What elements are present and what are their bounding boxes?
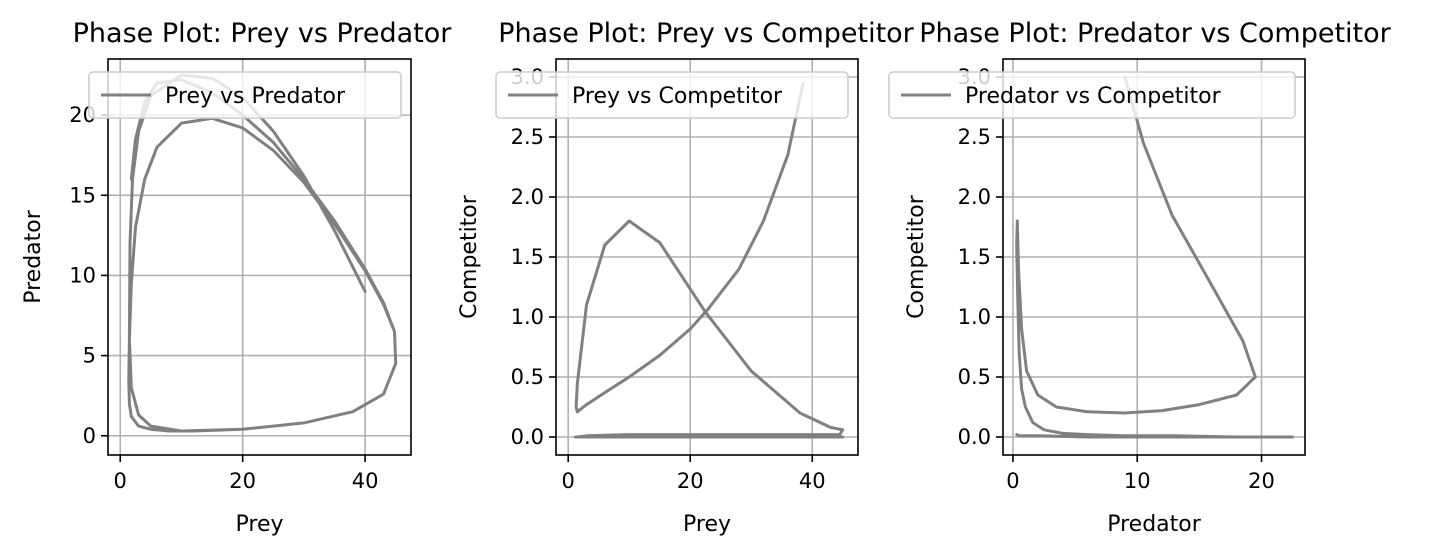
y-tick-label: 0.5 (511, 365, 544, 389)
axes-frame (107, 58, 412, 456)
y-tick-label: 1.0 (511, 305, 544, 329)
y-axis-label: Competitor (457, 194, 482, 319)
y-tick-label: 15 (69, 183, 96, 207)
x-tick-label: 20 (677, 469, 704, 493)
y-tick-label: 5 (83, 344, 96, 368)
y-tick-label: 0.0 (958, 425, 991, 449)
y-tick-label: 1.5 (511, 245, 544, 269)
legend-box (88, 71, 402, 119)
x-axis-label: Predator (1107, 512, 1202, 537)
subplot-prey-vs-competitor: 020400.00.51.01.52.02.53.0PreyCompetitor… (457, 18, 915, 537)
y-tick-label: 2.5 (958, 125, 991, 149)
series-line (127, 73, 398, 433)
x-tick-label: 0 (114, 469, 127, 493)
legend-box (495, 71, 849, 119)
y-axis-label: Predator (21, 209, 46, 304)
y-tick-label: 2.5 (511, 125, 544, 149)
x-tick-label: 40 (352, 469, 379, 493)
y-tick-label: 0.5 (958, 365, 991, 389)
x-tick-label: 10 (1124, 469, 1151, 493)
subplot-predator-vs-competitor: 010200.00.51.01.52.02.53.0PredatorCompet… (888, 18, 1392, 537)
x-tick-label: 0 (1006, 469, 1019, 493)
y-tick-label: 0.0 (511, 425, 544, 449)
legend-entry: Prey vs Competitor (572, 84, 783, 109)
y-tick-label: 0 (83, 424, 96, 448)
y-tick-label: 2.0 (511, 185, 544, 209)
x-axis-label: Prey (683, 512, 731, 537)
x-tick-label: 40 (799, 469, 826, 493)
x-tick-label: 20 (1248, 469, 1275, 493)
x-tick-label: 0 (562, 469, 575, 493)
x-tick-label: 20 (229, 469, 256, 493)
legend-entry: Prey vs Predator (165, 84, 346, 109)
y-tick-label: 1.5 (958, 245, 991, 269)
legend-box (888, 71, 1296, 119)
y-tick-label: 2.0 (958, 185, 991, 209)
series-line (1015, 75, 1295, 439)
x-axis-label: Prey (236, 512, 284, 537)
y-tick-label: 10 (69, 263, 96, 287)
chart-title: Phase Plot: Prey vs Competitor (498, 18, 914, 49)
series-line (574, 81, 845, 439)
chart-title: Phase Plot: Predator vs Competitor (919, 18, 1391, 49)
y-tick-label: 1.0 (958, 305, 991, 329)
legend-entry: Predator vs Competitor (965, 84, 1222, 109)
chart-title: Phase Plot: Prey vs Predator (73, 18, 453, 49)
y-axis-label: Competitor (904, 194, 929, 319)
